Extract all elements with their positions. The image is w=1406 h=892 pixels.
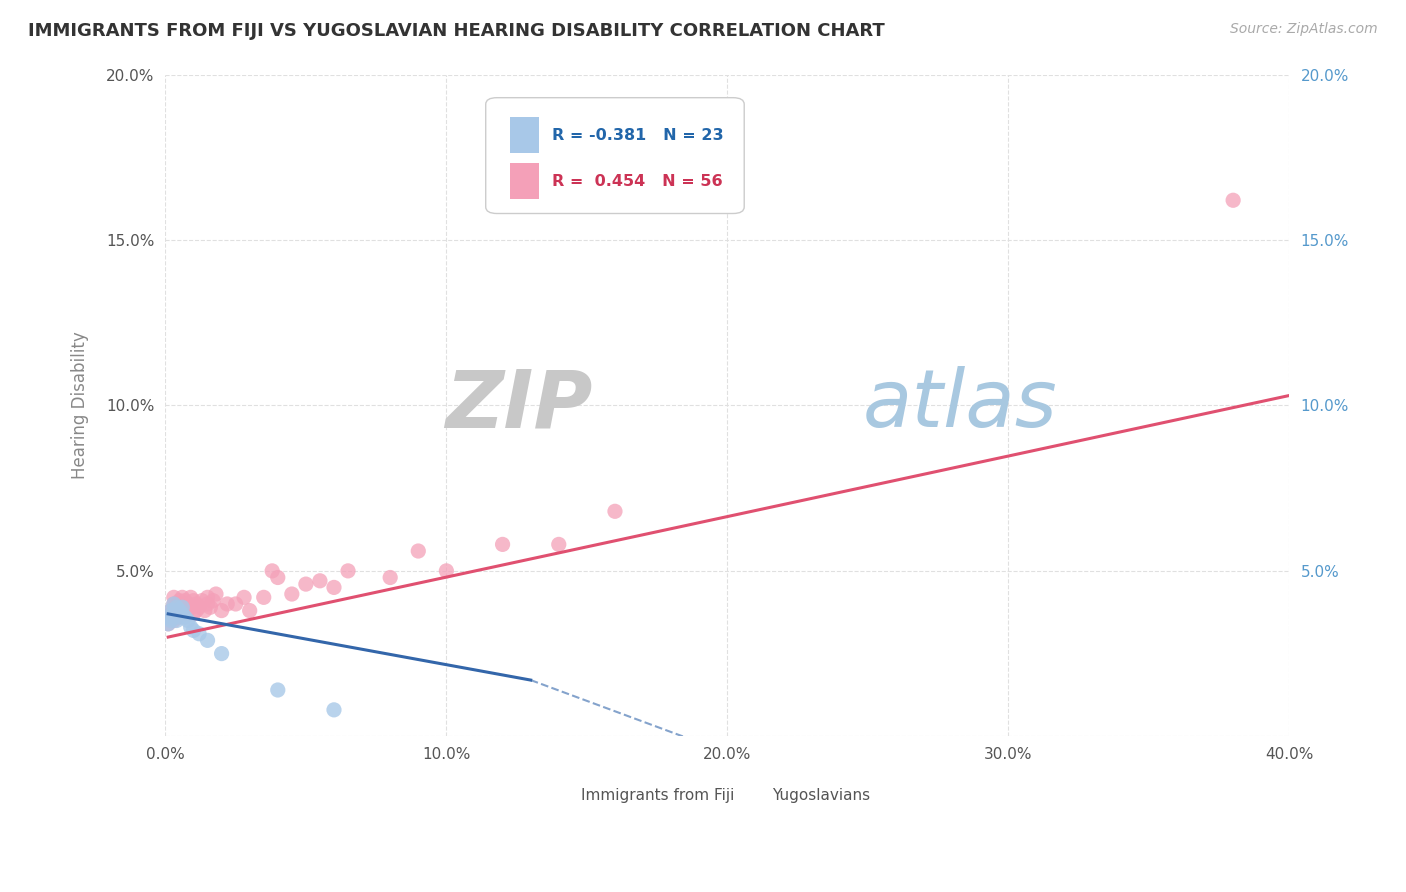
Text: Immigrants from Fiji: Immigrants from Fiji: [581, 789, 734, 804]
Point: [160, 604, 183, 618]
Text: Yugoslavians: Yugoslavians: [772, 789, 870, 804]
Point: [174, 610, 197, 624]
Point: [160, 614, 183, 628]
Point: [166, 600, 188, 615]
Point: [197, 591, 219, 605]
Text: atlas: atlas: [862, 367, 1057, 444]
Point: [194, 604, 217, 618]
Point: [172, 600, 194, 615]
Point: [166, 610, 188, 624]
Point: [160, 607, 183, 621]
Point: [174, 600, 197, 615]
Point: [197, 597, 219, 611]
Point: [225, 597, 247, 611]
Point: [169, 600, 191, 615]
Point: [174, 593, 197, 607]
Point: [169, 593, 191, 607]
Point: [183, 624, 205, 638]
Point: [217, 597, 239, 611]
Point: [166, 597, 188, 611]
Point: [157, 610, 180, 624]
Point: [295, 577, 318, 591]
Point: [163, 610, 186, 624]
Text: Source: ZipAtlas.com: Source: ZipAtlas.com: [1230, 22, 1378, 37]
Point: [491, 537, 513, 551]
Point: [267, 683, 290, 698]
Point: [172, 604, 194, 618]
Point: [157, 616, 180, 631]
Point: [160, 604, 183, 618]
Point: [166, 607, 188, 621]
Y-axis label: Hearing Disability: Hearing Disability: [72, 332, 89, 479]
Point: [172, 607, 194, 621]
Point: [163, 591, 186, 605]
Point: [239, 604, 262, 618]
Point: [233, 591, 256, 605]
Point: [253, 591, 276, 605]
Text: IMMIGRANTS FROM FIJI VS YUGOSLAVIAN HEARING DISABILITY CORRELATION CHART: IMMIGRANTS FROM FIJI VS YUGOSLAVIAN HEAR…: [28, 22, 884, 40]
Point: [380, 570, 402, 584]
Point: [169, 607, 191, 621]
Point: [166, 604, 188, 618]
Point: [186, 597, 208, 611]
Point: [262, 564, 284, 578]
Point: [169, 610, 191, 624]
Point: [163, 604, 186, 618]
Point: [211, 647, 233, 661]
Point: [1222, 194, 1244, 208]
Point: [281, 587, 304, 601]
Point: [180, 600, 202, 615]
Point: [547, 537, 569, 551]
Point: [166, 614, 188, 628]
Point: [177, 604, 200, 618]
Text: R =  0.454   N = 56: R = 0.454 N = 56: [553, 174, 723, 189]
Point: [186, 604, 208, 618]
Point: [163, 597, 186, 611]
Point: [267, 570, 290, 584]
Point: [205, 587, 228, 601]
Point: [163, 597, 186, 611]
Point: [174, 607, 197, 621]
Point: [180, 620, 202, 634]
Point: [157, 616, 180, 631]
Point: [183, 607, 205, 621]
Point: [172, 591, 194, 605]
Point: [169, 604, 191, 618]
Point: [323, 703, 346, 717]
Text: ZIP: ZIP: [446, 367, 592, 444]
Point: [406, 544, 429, 558]
Point: [200, 600, 222, 615]
Point: [323, 581, 346, 595]
Point: [163, 614, 186, 628]
FancyBboxPatch shape: [485, 98, 744, 213]
Point: [309, 574, 332, 588]
Point: [197, 633, 219, 648]
Point: [188, 626, 211, 640]
Point: [434, 564, 457, 578]
Point: [157, 610, 180, 624]
Point: [180, 591, 202, 605]
Point: [177, 614, 200, 628]
FancyBboxPatch shape: [553, 780, 574, 805]
Point: [603, 504, 626, 518]
Point: [183, 593, 205, 607]
Point: [202, 593, 225, 607]
FancyBboxPatch shape: [510, 163, 538, 200]
Point: [191, 593, 214, 607]
FancyBboxPatch shape: [744, 780, 765, 805]
Point: [177, 597, 200, 611]
FancyBboxPatch shape: [510, 117, 538, 153]
Point: [163, 604, 186, 618]
Point: [172, 597, 194, 611]
Point: [211, 604, 233, 618]
Point: [337, 564, 360, 578]
Text: R = -0.381   N = 23: R = -0.381 N = 23: [553, 128, 724, 143]
Point: [188, 600, 211, 615]
